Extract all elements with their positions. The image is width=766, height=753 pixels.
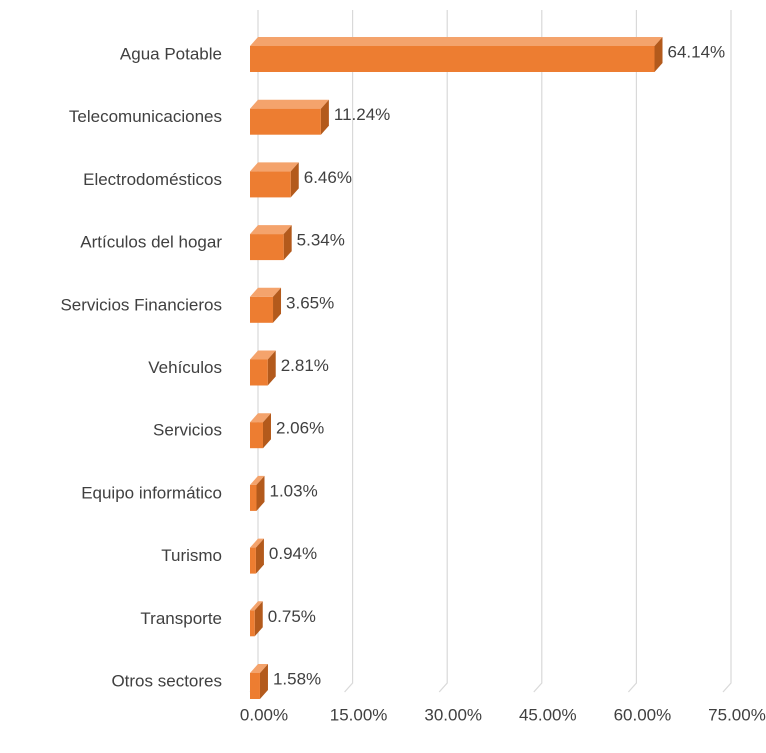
bar-top (250, 601, 263, 611)
bar-side (267, 350, 276, 386)
bar-side (320, 99, 329, 135)
grid-line (438, 10, 448, 693)
x-tick-label: 30.00% (424, 705, 482, 724)
value-label: 64.14% (668, 42, 726, 61)
value-label: 1.03% (269, 481, 317, 500)
bar-top (250, 37, 663, 46)
value-label: 5.34% (297, 231, 345, 250)
bar-side (259, 664, 268, 699)
category-label: Artículos del hogar (80, 233, 222, 252)
category-label: Vehículos (148, 358, 222, 377)
bar-top (250, 413, 271, 423)
bar-side (654, 37, 663, 72)
bar (250, 422, 263, 449)
bar (250, 673, 260, 699)
value-label: 1.58% (273, 669, 321, 688)
category-label: Otros sectores (111, 671, 222, 690)
grid-line (533, 10, 543, 693)
bar (250, 484, 257, 511)
category-label: Agua Potable (120, 44, 222, 63)
value-label: 6.46% (304, 168, 352, 187)
value-label: 0.75% (268, 607, 316, 626)
grid-line (344, 10, 354, 693)
x-tick-label: 75.00% (708, 705, 766, 724)
grid-line (722, 10, 732, 693)
bar-top (250, 99, 329, 109)
bar-side (254, 601, 263, 637)
value-label: 2.81% (281, 356, 329, 375)
bar-top (250, 162, 299, 172)
bar-top (250, 664, 268, 673)
grid-line (627, 10, 638, 693)
bar-top (250, 287, 282, 297)
category-label: Turismo (161, 546, 222, 565)
x-tick-label: 45.00% (519, 705, 577, 724)
category-label: Telecomunicaciones (69, 107, 222, 126)
bar-top (250, 475, 265, 485)
bar-top (250, 350, 276, 360)
bar-side (273, 287, 282, 323)
value-label: 11.24% (334, 105, 390, 124)
bar (250, 547, 256, 574)
bar-side (262, 413, 271, 449)
category-label: Servicios (153, 421, 222, 440)
bar-side (283, 225, 292, 261)
bar (250, 359, 268, 386)
category-label: Transporte (140, 609, 222, 628)
bar (250, 610, 255, 637)
bar-side (255, 538, 264, 574)
value-label: 0.94% (269, 544, 317, 563)
bar-side (256, 475, 265, 511)
bar (250, 46, 655, 72)
bar-top (250, 225, 292, 235)
bar (250, 108, 321, 135)
x-tick-label: 60.00% (614, 705, 672, 724)
bar (250, 171, 291, 198)
category-label: Servicios Financieros (60, 295, 222, 314)
bar (250, 234, 284, 261)
category-label: Electrodomésticos (83, 170, 222, 189)
value-label: 2.06% (276, 419, 324, 438)
x-tick-label: 15.00% (330, 705, 388, 724)
value-label: 3.65% (286, 293, 334, 312)
bar (250, 296, 274, 323)
bar-side (290, 162, 299, 198)
category-label: Equipo informático (81, 483, 222, 502)
bar-top (250, 538, 264, 548)
x-tick-label: 0.00% (240, 705, 288, 724)
